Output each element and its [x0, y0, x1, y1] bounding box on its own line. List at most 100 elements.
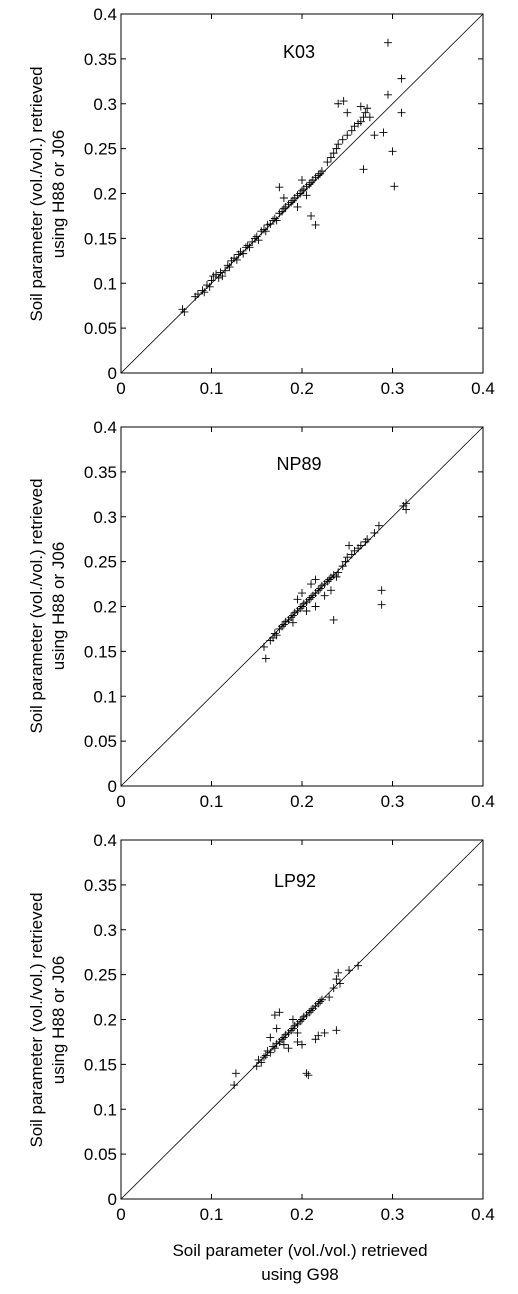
y-axis-label-line1: Soil parameter (vol./vol.) retrieved [27, 478, 46, 733]
y-tick-label: 0.2 [93, 598, 117, 617]
data-point [207, 276, 216, 285]
data-point [270, 1011, 279, 1020]
y-tick-label: 0 [108, 1190, 117, 1209]
y-tick-label: 0.1 [93, 687, 117, 706]
data-point [334, 968, 343, 977]
data-point [323, 158, 332, 167]
x-tick-label: 0.2 [290, 379, 314, 398]
data-point [332, 572, 341, 581]
data-point [275, 1008, 284, 1017]
y-tick-label: 0.15 [84, 1055, 117, 1074]
panel-k03: 0 0.05 0.1 0.15 0.2 0.25 0.3 0.35 0.4 0 0.1 0.2 0.3… [27, 5, 495, 398]
data-point [293, 1037, 302, 1046]
data-point [314, 586, 323, 595]
data-point [329, 615, 338, 624]
data-point [326, 586, 335, 595]
data-point [298, 1040, 306, 1049]
data-point [293, 1028, 302, 1037]
data-point [363, 104, 372, 113]
data-point [332, 144, 341, 153]
data-point [402, 499, 411, 508]
data-point [305, 595, 314, 604]
data-point [259, 225, 268, 234]
data-point [284, 1044, 293, 1053]
data-point [320, 1028, 329, 1037]
data-point [205, 282, 214, 291]
data-point [200, 288, 209, 297]
y-tick-label: 0.1 [93, 1100, 117, 1119]
y-tick-label: 0.05 [84, 1145, 117, 1164]
data-point [270, 1044, 279, 1053]
data-point [272, 631, 281, 640]
x-tick-label: 0.3 [381, 379, 405, 398]
data-point [259, 642, 268, 651]
data-points [259, 499, 411, 663]
data-point [334, 568, 343, 577]
data-point [388, 147, 397, 156]
y-tick-label: 0.25 [84, 140, 117, 159]
data-point [307, 1006, 316, 1015]
data-point [325, 575, 334, 584]
data-point [302, 1069, 311, 1078]
y-tick-label: 0.1 [93, 274, 117, 293]
data-point [339, 97, 348, 106]
data-point [307, 580, 316, 589]
data-point [259, 1053, 268, 1062]
data-point [345, 966, 354, 975]
data-point [383, 38, 392, 47]
data-point [270, 214, 279, 223]
data-point [261, 1051, 270, 1060]
x-tick-label: 0.2 [290, 792, 314, 811]
data-point [302, 191, 311, 200]
panel-np89: 0 0.05 0.1 0.15 0.2 0.25 0.3 0.35 0.4 0 0.1 0.2 0.3… [27, 418, 495, 811]
data-point [298, 176, 306, 185]
data-point [338, 562, 347, 571]
data-point [221, 266, 230, 275]
x-tick-label: 0.4 [471, 792, 495, 811]
data-point [231, 1069, 240, 1078]
data-point [317, 167, 326, 176]
y-axis-label-line1: Soil parameter (vol./vol.) retrieved [27, 66, 46, 321]
data-point [354, 961, 363, 970]
data-point [311, 602, 320, 611]
data-point [345, 541, 354, 550]
data-point [314, 999, 323, 1008]
data-point [252, 1062, 261, 1071]
data-point [218, 272, 227, 281]
x-ticks: 0 0.1 0.2 0.3 0.4 [116, 840, 495, 1224]
data-point [232, 255, 241, 264]
data-point [250, 234, 259, 243]
y-tick-label: 0.05 [84, 732, 117, 751]
data-points [178, 38, 406, 316]
data-point [329, 149, 338, 158]
data-point [298, 186, 306, 195]
data-point [390, 182, 399, 191]
data-point [343, 553, 352, 562]
data-point [216, 268, 225, 277]
data-point [397, 74, 406, 83]
data-point [180, 307, 189, 316]
data-point [347, 126, 356, 135]
data-point [257, 1058, 266, 1067]
data-point [374, 521, 383, 530]
data-point [305, 180, 314, 189]
y-tick-label: 0.3 [93, 95, 117, 114]
data-point [361, 108, 370, 117]
data-point [332, 975, 341, 984]
x-tick-label: 0.3 [381, 792, 405, 811]
data-point [397, 108, 406, 117]
data-point [317, 995, 326, 1004]
panel-lp92: 0 0.05 0.1 0.15 0.2 0.25 0.3 0.35 0.4 0 0.1 0.2 0.3… [27, 831, 495, 1284]
y-ticks: 0 0.05 0.1 0.15 0.2 0.25 0.3 0.35 0.4 [84, 418, 483, 796]
data-point [288, 618, 297, 627]
data-point [225, 263, 234, 272]
y-tick-label: 0.4 [93, 418, 117, 437]
data-point [298, 589, 306, 598]
data-point [314, 171, 323, 180]
data-point [341, 557, 350, 566]
data-point [323, 577, 332, 586]
data-point [379, 128, 388, 137]
data-point [307, 211, 316, 220]
data-point [343, 108, 352, 117]
data-point [305, 1008, 314, 1017]
